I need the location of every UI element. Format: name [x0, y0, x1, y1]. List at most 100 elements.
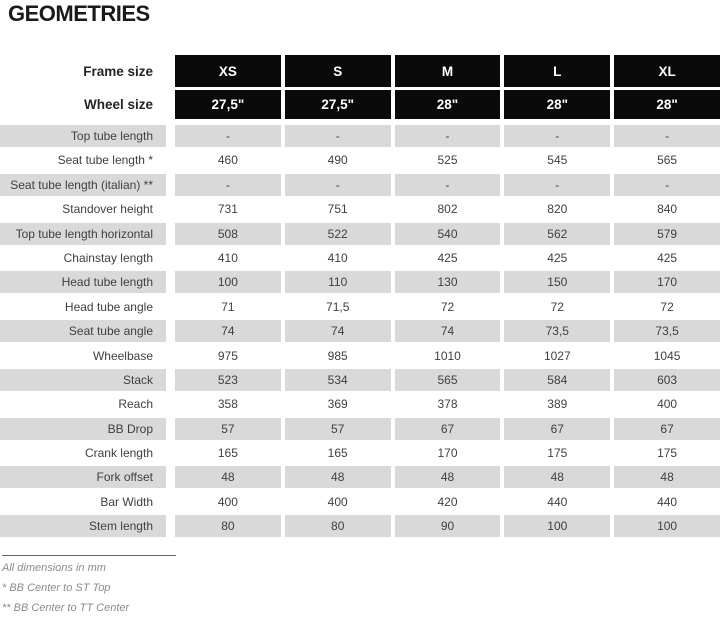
row-values: 460 490 525 545 565: [175, 149, 720, 171]
value-cell: 508: [175, 222, 281, 245]
row-values: -----: [175, 125, 720, 147]
footnote-bb-tt-center: ** BB Center to TT Center: [2, 602, 130, 614]
wheel-size-cell: 27,5": [284, 90, 391, 119]
row-label: Stack: [0, 368, 166, 391]
value-cell: 1010: [434, 348, 461, 363]
row-values: 358 369 378 389 400: [175, 393, 720, 415]
value-cell: 534: [284, 368, 391, 391]
row-label: Chainstay length: [63, 250, 153, 265]
value-cell: 460: [217, 153, 238, 168]
value-cell: 523: [175, 368, 281, 391]
table-row: Fork offset 48 48 48 48 48: [0, 466, 720, 489]
value-cell: -: [175, 173, 281, 196]
frame-size-cell: L: [504, 55, 611, 87]
value-cell: -: [504, 125, 611, 147]
wheel-size-cell: 28": [504, 90, 611, 119]
value-cell: 400: [327, 494, 348, 509]
table-row: Chainstay length 410 410 425 425 425: [0, 247, 720, 269]
value-cell: -: [394, 125, 501, 147]
value-cell: 48: [175, 466, 281, 489]
value-cell: 73,5: [504, 320, 611, 343]
row-values: 975 985 1010 1027 1045: [175, 345, 720, 367]
value-cell: 100: [614, 515, 720, 538]
table-row: Standover height 731 751 802 820 840: [0, 198, 720, 220]
row-label: Wheelbase: [92, 348, 153, 363]
value-cell: 170: [437, 446, 458, 461]
value-cell: 165: [327, 446, 348, 461]
value-cell: 1045: [653, 348, 681, 363]
row-values: 48 48 48 48 48: [175, 466, 720, 489]
table-row: Seat tube length (italian) ** - - - - -: [0, 173, 720, 196]
value-cell: -: [394, 173, 501, 196]
value-cell: 100: [175, 271, 281, 294]
row-label: Top tube length horizontal: [0, 222, 166, 245]
value-cell: 71: [221, 299, 235, 314]
row-label: Bar Width: [100, 494, 153, 509]
value-cell: 840: [657, 202, 678, 217]
value-cell: 425: [547, 250, 568, 265]
value-cell: 820: [547, 202, 568, 217]
frame-size-cell: XS: [175, 55, 281, 87]
value-cell: 584: [504, 368, 611, 391]
table-row: Crank length 165 165 170 175 175: [0, 442, 720, 464]
value-cell: -: [614, 125, 720, 147]
frame-size-cell: XL: [614, 55, 720, 87]
value-cell: 48: [394, 466, 501, 489]
value-cell: 74: [175, 320, 281, 343]
value-cell: -: [504, 173, 611, 196]
table-row: Wheelbase 975 985 1010 1027 1045: [0, 345, 720, 367]
frame-size-cell: S: [284, 55, 391, 87]
value-cell: 522: [284, 222, 391, 245]
value-cell: -: [284, 125, 391, 147]
value-cell: 48: [614, 466, 720, 489]
wheel-size-cell: 28": [394, 90, 501, 119]
value-cell: 67: [504, 417, 611, 440]
table-row: Head tube angle 71 71,5 72 72 72: [0, 296, 720, 318]
table-row: Seat tube angle 74 74 74 73,5 73,5: [0, 320, 720, 343]
table-row: BB Drop 57 57 67 67 67: [0, 417, 720, 440]
value-cell: 410: [217, 250, 238, 265]
frame-size-label: Frame size: [83, 63, 153, 79]
row-label: Head tube angle: [64, 299, 153, 314]
wheel-size-cells: 27,5" 27,5" 28" 28" 28": [175, 90, 720, 119]
value-cell: 358: [217, 397, 238, 412]
value-cell: 985: [327, 348, 348, 363]
value-cell: 130: [394, 271, 501, 294]
value-cell: 400: [657, 397, 678, 412]
value-cell: 175: [547, 446, 568, 461]
value-cell: 525: [437, 153, 458, 168]
value-cell: 545: [547, 153, 568, 168]
table-row: Top tube length - - - - -: [0, 125, 720, 147]
value-cell: 67: [394, 417, 501, 440]
value-cell: 72: [440, 299, 455, 314]
value-cell: 562: [504, 222, 611, 245]
value-cell: 72: [550, 299, 564, 314]
footnote-divider: [2, 555, 176, 556]
row-label: Head tube length: [0, 271, 166, 294]
table-row: Head tube length 100 110 130 150 170: [0, 271, 720, 294]
value-cell: 751: [327, 202, 348, 217]
value-cell: 440: [547, 494, 568, 509]
row-values: 508 522 540 562 579: [175, 222, 720, 245]
value-cell: 389: [547, 397, 568, 412]
wheel-size-row: Wheel size 27,5" 27,5" 28" 28" 28": [0, 90, 720, 119]
row-values: 100 110 130 150 170: [175, 271, 720, 294]
value-cell: -: [175, 125, 281, 147]
footnote-bb-st-top: * BB Center to ST Top: [2, 582, 111, 594]
row-values: 523 534 565 584 603: [175, 368, 720, 391]
row-label: Seat tube angle: [0, 320, 166, 343]
table-row: Top tube length horizontal 508 522 540 562 57…: [0, 222, 720, 245]
value-cell: 74: [394, 320, 501, 343]
table-row: Stem length 80 80 90 100 100: [0, 515, 720, 538]
value-cell: 57: [284, 417, 391, 440]
row-values: 71 71,5 72 72 72: [175, 296, 720, 318]
row-values: 74 74 74 73,5 73,5: [175, 320, 720, 343]
value-cell: 100: [504, 515, 611, 538]
value-cell: 150: [504, 271, 611, 294]
value-cell: 425: [657, 250, 678, 265]
value-cell: 175: [657, 446, 678, 461]
value-cell: 80: [284, 515, 391, 538]
value-cell: 565: [394, 368, 501, 391]
value-cell: 90: [394, 515, 501, 538]
wheel-size-label: Wheel size: [83, 97, 153, 112]
